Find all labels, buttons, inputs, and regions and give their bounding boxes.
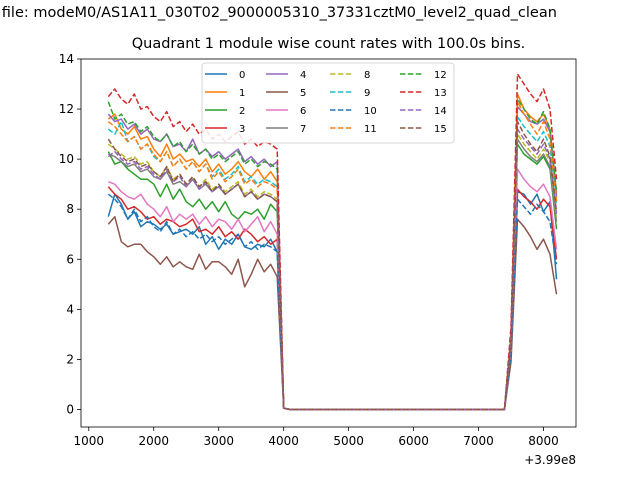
legend-label-9: 9 [364,88,370,99]
legend-label-4: 4 [300,70,306,81]
x-tick-label: 6000 [398,434,429,448]
y-tick-label: 0 [66,402,74,416]
x-tick-label: 5000 [333,434,364,448]
legend-label-0: 0 [239,70,245,81]
series-line-15 [107,120,558,411]
x-tick-label: 1000 [74,434,105,448]
legend-label-6: 6 [300,106,306,117]
y-tick-label: 4 [66,302,74,316]
legend-label-10: 10 [364,106,377,117]
legend-label-1: 1 [239,88,245,99]
chart-title: Quadrant 1 module wise count rates with … [131,36,526,52]
legend-label-15: 15 [434,124,447,135]
legend-label-5: 5 [300,88,306,99]
x-tick-label: 3000 [203,434,234,448]
y-tick-label: 14 [59,52,74,66]
x-tick-label: 2000 [138,434,169,448]
legend-label-11: 11 [364,124,377,135]
x-tick-label: 4000 [268,434,299,448]
x-tick-label: 8000 [528,434,559,448]
legend-label-3: 3 [239,124,245,135]
legend-label-13: 13 [434,88,447,99]
legend-box [201,62,455,144]
series-group [107,73,558,411]
y-tick-label: 6 [66,252,74,266]
legend-label-7: 7 [300,124,306,135]
figure-suptitle: n file: modeM0/AS1A11_030T02_9000005310_… [0,5,557,21]
x-offset-label: +3.99e8 [524,453,576,467]
y-tick-label: 12 [59,102,74,116]
legend-label-2: 2 [239,106,245,117]
legend-label-8: 8 [364,70,370,81]
legend-label-12: 12 [434,70,447,81]
y-tick-label: 2 [66,352,74,366]
x-tick-label: 7000 [463,434,494,448]
y-tick-label: 10 [59,152,74,166]
axes-frame [80,58,577,428]
y-tick-label: 8 [66,202,74,216]
legend-label-14: 14 [434,106,447,117]
